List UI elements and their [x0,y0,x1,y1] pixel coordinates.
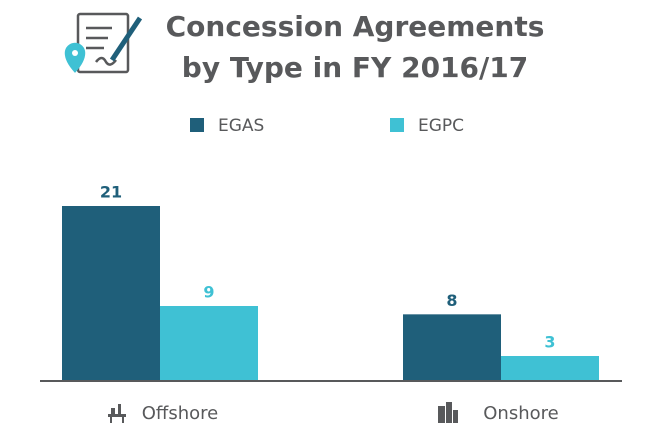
legend-label: EGPC [418,116,464,136]
bar [501,356,599,381]
bar [62,206,160,381]
offshore-icon [108,404,126,423]
bar [403,314,501,381]
legend-label: EGAS [218,116,264,136]
value-label: 21 [100,183,122,202]
legend-swatch [390,118,404,132]
value-label: 9 [203,283,214,302]
chart-title: Concession Agreements by Type in FY 2016… [165,10,545,84]
bar [160,306,258,381]
x-tick-label: Offshore [142,403,218,424]
legend-swatch [190,118,204,132]
value-label: 3 [544,333,555,352]
title-icon [64,12,143,74]
value-label: 8 [446,291,457,310]
onshore-icon [438,402,458,423]
x-tick-label: Onshore [483,403,558,424]
